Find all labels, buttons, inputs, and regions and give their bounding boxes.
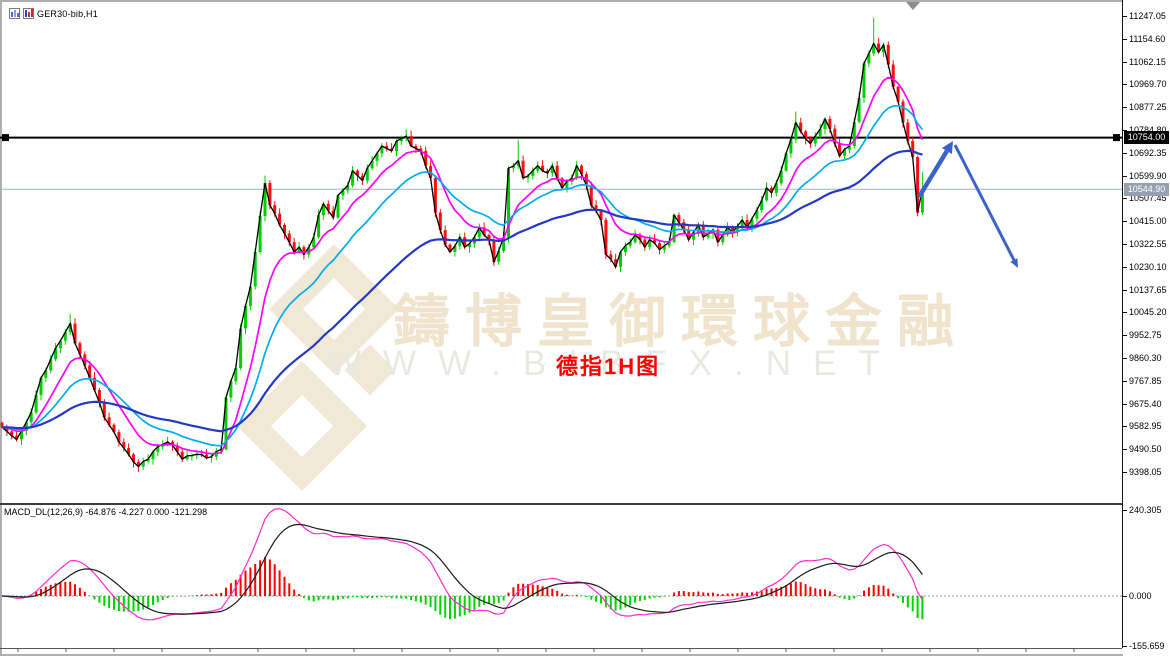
current-price-badge: 10544.90 <box>1124 183 1169 196</box>
price-tick: 11154.60 <box>1123 34 1165 44</box>
watermark-brand-text: 鑄博皇御環球金融 <box>393 290 969 354</box>
ma-ema-55 <box>1 149 923 433</box>
price-tick: 10692.35 <box>1123 148 1167 158</box>
macd-axis-tick: -155.659 <box>1123 641 1165 651</box>
price-tick: 10784.80 <box>1123 125 1167 135</box>
panel-separator[interactable] <box>0 503 1170 505</box>
moving-averages-group <box>1 42 924 468</box>
price-tick: 10969.70 <box>1123 79 1167 89</box>
price-tick: 10415.00 <box>1123 216 1167 226</box>
macd-group <box>0 508 1122 621</box>
price-tick: 10322.55 <box>1123 239 1167 249</box>
price-tick: 10230.10 <box>1123 262 1167 272</box>
price-chart-canvas[interactable] <box>0 0 1123 656</box>
price-tick: 10137.65 <box>1123 285 1167 295</box>
ma-close-line <box>1 42 924 468</box>
time-axis[interactable] <box>0 648 1122 653</box>
trend-arrow-down[interactable] <box>953 144 1016 261</box>
price-axis[interactable]: 10754.00 10544.90 11247.05 11154.60 11062.… <box>1123 0 1170 656</box>
chart-properties-icon <box>9 8 20 19</box>
price-tick: 9675.40 <box>1123 399 1162 409</box>
symbol-label: GER30-bib,H1 <box>37 8 98 19</box>
ma-ema-10 <box>1 76 924 455</box>
price-tick: 9582.95 <box>1123 421 1162 431</box>
macd-axis-tick: 240.305 <box>1123 505 1162 515</box>
trend-arrow-head-down[interactable] <box>1010 258 1018 268</box>
hline-price-badge: 10754.00 <box>1124 131 1169 144</box>
price-tick: 10507.45 <box>1123 193 1167 203</box>
hline-handle[interactable] <box>1113 134 1120 142</box>
price-tick: 9490.50 <box>1123 444 1162 454</box>
bar-chart-icon <box>23 8 34 19</box>
trend-arrow-head-up[interactable] <box>941 141 953 154</box>
price-tick: 9860.30 <box>1123 353 1162 363</box>
chart-title-annotation: 德指1H图 <box>556 354 661 379</box>
price-tick: 11062.15 <box>1123 57 1166 67</box>
ma-ema-21 <box>1 104 924 447</box>
candles-group <box>0 17 924 472</box>
price-tick: 10599.90 <box>1123 171 1167 181</box>
hline-handle[interactable] <box>2 134 9 142</box>
price-tick: 11247.05 <box>1123 11 1166 21</box>
chart-shift-marker-icon[interactable] <box>906 2 920 10</box>
arrow-annotations[interactable] <box>917 141 1018 268</box>
chart-header: GER30-bib,H1 <box>9 8 98 19</box>
price-tick: 9398.05 <box>1123 467 1162 477</box>
price-tick: 10045.20 <box>1123 307 1167 317</box>
watermark-url-text: WWW.BIBFX.NET <box>328 344 902 383</box>
macd-signal-line <box>1 523 923 615</box>
price-tick: 10877.25 <box>1123 102 1167 112</box>
macd-indicator-label: MACD_DL(12,26,9) -64.876 -4.227 0.000 -1… <box>4 507 208 517</box>
price-tick: 9767.85 <box>1123 376 1162 386</box>
price-tick: 9952.75 <box>1123 330 1162 340</box>
trend-arrow-up[interactable] <box>917 149 949 199</box>
macd-axis-tick: 0.000 <box>1123 591 1152 601</box>
axis-border-line <box>1122 0 1123 648</box>
macd-line <box>1 508 923 621</box>
